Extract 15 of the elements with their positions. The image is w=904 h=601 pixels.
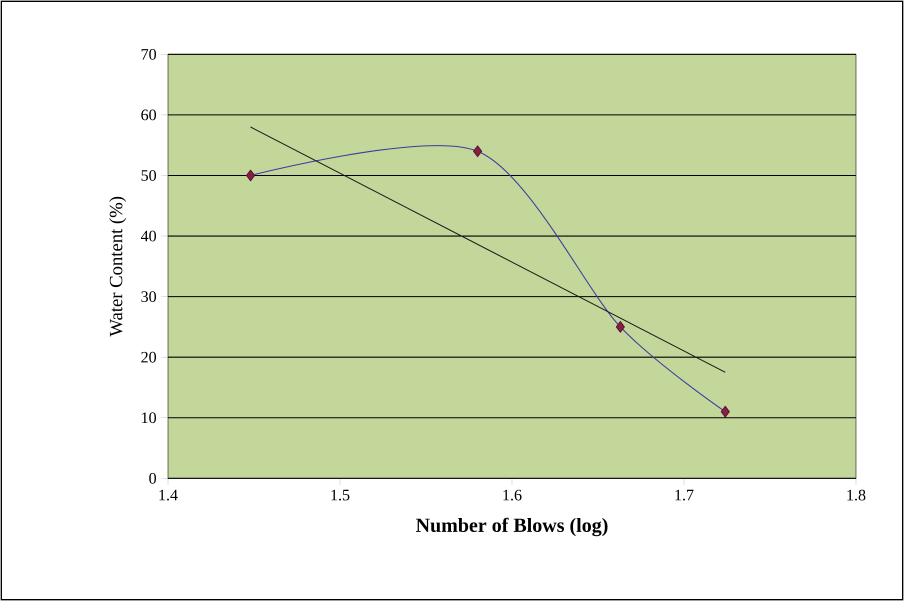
y-tick-label: 20 xyxy=(141,352,156,363)
x-tick-label: 1.5 xyxy=(331,490,350,501)
y-tick-label: 50 xyxy=(142,170,156,181)
y-axis-title: Water Content (%) xyxy=(109,196,126,337)
y-tick-label: 30 xyxy=(141,291,156,302)
y-tick-label: 70 xyxy=(142,48,156,60)
y-tick-label: 40 xyxy=(140,230,156,242)
y-tick-label: 60 xyxy=(141,110,156,120)
y-tick-label: 10 xyxy=(142,412,156,424)
x-tick-label: 1.4 xyxy=(159,490,178,501)
y-tick-label: 0 xyxy=(149,472,156,484)
x-tick-label: 1.7 xyxy=(675,490,694,501)
x-axis-title: Number of Blows (log) xyxy=(416,518,608,536)
x-tick-label: 1.6 xyxy=(503,490,522,501)
x-tick-label: 1.8 xyxy=(847,490,866,501)
